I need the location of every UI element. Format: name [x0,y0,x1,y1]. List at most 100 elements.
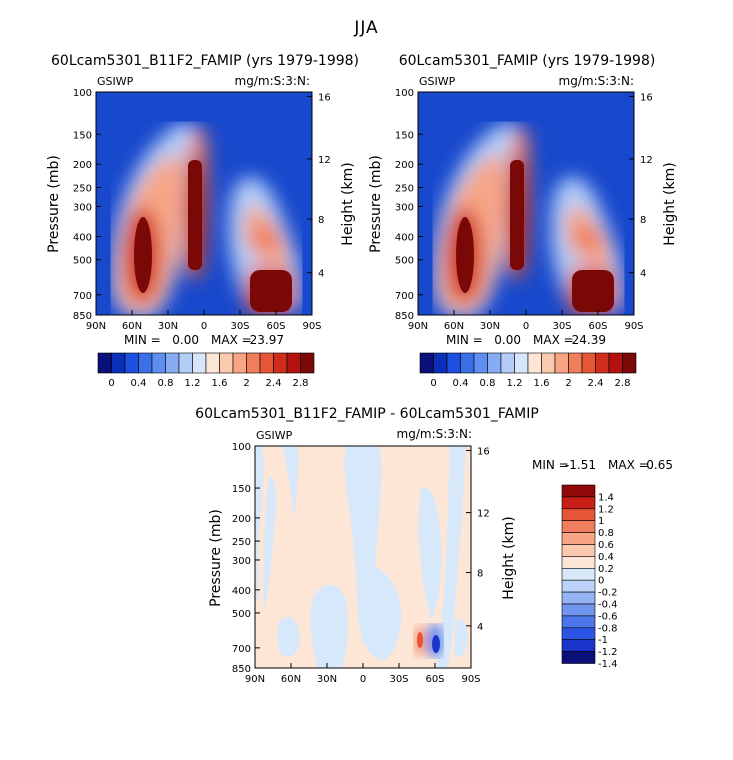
panel-2-height-tick-label: 16 [640,92,653,103]
colorbar-2-label: 1.6 [534,378,550,389]
panel-3-y-tick-label: 400 [232,586,251,597]
colorbar-1-label: 2.8 [293,378,309,389]
panel-2-height-tick-label: 12 [640,155,653,166]
panel-3-y-tick-label: 200 [232,514,251,525]
colorbar-3-label: 0.8 [598,528,614,539]
panel-1-y-tick-label: 100 [73,88,92,99]
colorbar-3-swatch [561,567,596,581]
colorbar-2-label: 1.2 [507,378,523,389]
panel-1-height-ticks: 16 12 8 4 [307,92,331,280]
colorbar-2-label: 2 [565,378,571,389]
colorbar-3-swatch [561,615,596,629]
panel-3-height-tick-label: 12 [477,509,490,520]
panel-3: 60Lcam5301_B11F2_FAMIP - 60Lcam5301_FAMI… [195,406,673,685]
panel-3-neg-region [356,566,402,661]
panel-1-colorbar: 0 0.4 0.8 1.2 1.6 2 2.4 2.8 [97,352,315,389]
colorbar-2-swatch [433,352,448,374]
colorbar-1-label: 0.8 [158,378,174,389]
panel-1-x-tick-label: 30N [158,321,178,332]
panel-3-neg-region [418,487,442,620]
colorbar-1-swatch [124,352,139,374]
panel-2-sh-max [572,270,614,312]
panel-1-height-tick-label: 4 [318,269,324,280]
colorbar-1-swatch [219,352,234,374]
panel-2-ylabel: Pressure (mb) [368,155,384,253]
colorbar-1-label: 2 [243,378,249,389]
panel-2-x-tick-label: 60N [444,321,464,332]
colorbar-3-swatch [561,484,596,498]
panel-3-x-tick-label: 60S [425,674,444,685]
colorbar-3-label: 1 [598,516,604,527]
colorbar-2-swatch [568,352,583,374]
colorbar-3-swatch [561,532,596,545]
panel-1-height-tick-label: 8 [318,215,324,226]
panel-1-y-ticks: 100 150 200 250 300 400 500 700 850 [73,88,101,322]
colorbar-1-label: 2.4 [266,378,282,389]
panel-3-neg-region [255,446,264,600]
panel-3-ylabel-right: Height (km) [501,516,517,599]
colorbar-2-swatch [460,352,475,374]
colorbar-1-label: 0.4 [131,378,147,389]
colorbar-2-label: 2.4 [588,378,604,389]
colorbar-2-swatch [608,352,623,374]
colorbar-1-swatch [273,352,288,374]
panel-3-y-tick-label: 150 [232,484,251,495]
panel-2-y-tick-label: 250 [395,183,414,194]
colorbar-3-swatch [561,508,596,521]
figure-title: JJA [354,18,379,38]
colorbar-1-swatch [192,352,207,374]
panel-1-y-tick-label: 300 [73,202,92,213]
colorbar-2-swatch [581,352,596,374]
panel-3-y-tick-label: 100 [232,442,251,453]
panel-2-colorbar: 0 0.4 0.8 1.2 1.6 2 2.4 2.8 [419,352,637,389]
panel-2-max-value: 24.39 [572,333,606,347]
panel-1-sh-core [250,226,282,250]
panel-2-max-label: MAX = [533,333,574,347]
panel-3-neg-region [263,477,277,610]
panel-1-x-tick-label: 90S [302,321,321,332]
panel-1-x-tick-label: 60S [266,321,285,332]
panel-1-y-tick-label: 500 [73,256,92,267]
colorbar-1-swatch [205,352,220,374]
panel-1-height-tick-label: 16 [318,92,331,103]
colorbar-1-swatch [259,352,274,374]
colorbar-1-swatch [178,352,193,374]
panel-3-y-tick-label: 850 [232,664,251,675]
panel-1-y-tick-label: 700 [73,291,92,302]
panel-1-variable: GSIWP [97,75,134,88]
panel-3-variable: GSIWP [256,429,293,442]
panel-3-units: mg/m:S:3:N: [397,427,472,441]
panel-3-neg-region [310,585,349,668]
colorbar-1-swatch [286,352,301,374]
colorbar-2-label: 0.8 [480,378,496,389]
panel-3-height-tick-label: 16 [477,446,490,457]
panel-1-nh-max [134,217,152,293]
colorbar-2-swatch [500,352,515,374]
colorbar-3-swatch [561,603,596,617]
panel-3-height-tick-label: 8 [477,569,483,580]
colorbar-2-swatch [595,352,610,374]
panel-2: 60Lcam5301_FAMIP (yrs 1979-1998) GSIWP m… [368,53,678,389]
panel-2-y-ticks: 100 150 200 250 300 400 500 700 850 [395,88,423,322]
panel-3-x-tick-label: 30S [389,674,408,685]
panel-3-neg-region [277,616,300,657]
colorbar-2-swatch [446,352,461,374]
panel-3-height-ticks: 16 12 8 4 [466,446,490,633]
colorbar-1-label: 1.6 [212,378,228,389]
colorbar-2-swatch [419,352,434,374]
panel-2-x-tick-label: 30N [480,321,500,332]
colorbar-3-label: -0.2 [598,588,618,599]
panel-3-x-tick-label: 30N [317,674,337,685]
panel-1-y-tick-label: 250 [73,183,92,194]
panel-2-x-tick-label: 90N [408,321,428,332]
panel-3-y-tick-label: 250 [232,537,251,548]
panel-2-height-tick-label: 8 [640,215,646,226]
colorbar-3-swatch [561,579,596,593]
panel-2-y-tick-label: 300 [395,202,414,213]
panel-1-x-tick-label: 0 [201,321,207,332]
colorbar-1-label: 0 [108,378,114,389]
panel-2-ylabel-right: Height (km) [662,162,678,245]
panel-1-ylabel: Pressure (mb) [46,155,62,253]
panel-1-x-ticks: 90N 60N 30N 0 30S 60S 90S [86,310,322,332]
panel-3-negative-regions [255,446,468,668]
